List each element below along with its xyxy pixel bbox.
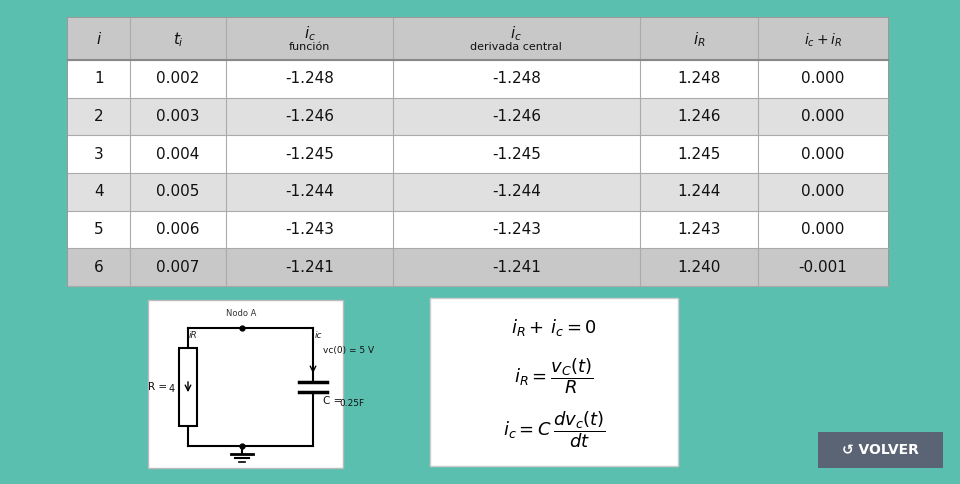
Text: 1.240: 1.240 [677, 260, 721, 274]
Text: 0.002: 0.002 [156, 71, 200, 86]
Text: ic: ic [315, 332, 323, 341]
Text: Nodo A: Nodo A [227, 308, 256, 318]
Text: 1.243: 1.243 [677, 222, 721, 237]
Text: $i_R + \, i_c = 0$: $i_R + \, i_c = 0$ [511, 318, 597, 338]
Text: $i_R$: $i_R$ [692, 30, 705, 49]
Text: 2: 2 [94, 109, 104, 124]
Text: -1.244: -1.244 [492, 184, 540, 199]
Bar [148, 300, 343, 468]
Bar [68, 98, 888, 136]
Text: 1.245: 1.245 [677, 147, 721, 162]
Text: 5: 5 [94, 222, 104, 237]
Text: $t_i$: $t_i$ [173, 30, 183, 49]
Text: $i_c + i_R$: $i_c + i_R$ [804, 31, 842, 49]
Text: 4: 4 [169, 384, 175, 394]
Text: -1.248: -1.248 [492, 71, 540, 86]
Text: 0.003: 0.003 [156, 109, 200, 124]
Text: 0.007: 0.007 [156, 260, 200, 274]
Text: 4: 4 [94, 184, 104, 199]
Text: 0.000: 0.000 [802, 71, 845, 86]
Text: 0.000: 0.000 [802, 109, 845, 124]
Text: derivada central: derivada central [470, 42, 563, 52]
Text: -1.243: -1.243 [285, 222, 334, 237]
Text: -1.246: -1.246 [492, 109, 540, 124]
Text: -1.241: -1.241 [492, 260, 540, 274]
Text: -1.241: -1.241 [285, 260, 334, 274]
Text: iR: iR [189, 332, 198, 341]
Text: $i_R = \dfrac{v_C(t)}{R}$: $i_R = \dfrac{v_C(t)}{R}$ [515, 356, 593, 396]
Text: 0.000: 0.000 [802, 184, 845, 199]
Text: 1.248: 1.248 [677, 71, 721, 86]
Text: -1.244: -1.244 [285, 184, 334, 199]
Text: $i_c$: $i_c$ [511, 25, 522, 44]
Text: -0.001: -0.001 [799, 260, 848, 274]
Bar [68, 211, 888, 248]
Text: -1.246: -1.246 [285, 109, 334, 124]
Bar [68, 136, 888, 173]
Text: R =: R = [149, 382, 168, 392]
Bar [430, 298, 678, 466]
Text: -1.245: -1.245 [492, 147, 540, 162]
Text: vc(0) = 5 V: vc(0) = 5 V [323, 346, 374, 354]
Text: 0.000: 0.000 [802, 222, 845, 237]
Text: ↺ VOLVER: ↺ VOLVER [842, 443, 919, 457]
Text: 1: 1 [94, 71, 104, 86]
Text: 3: 3 [94, 147, 104, 162]
Text: 1.244: 1.244 [677, 184, 721, 199]
Text: 6: 6 [94, 260, 104, 274]
Bar [68, 248, 888, 286]
Text: función: función [289, 42, 330, 52]
Text: $i_c$: $i_c$ [303, 25, 316, 44]
Bar [68, 173, 888, 211]
Bar [818, 432, 943, 468]
Text: 1.246: 1.246 [677, 109, 721, 124]
Bar [68, 18, 888, 286]
Text: $i_c = C \, \dfrac{dv_c(t)}{dt}$: $i_c = C \, \dfrac{dv_c(t)}{dt}$ [503, 409, 606, 450]
Bar [68, 60, 888, 98]
Text: -1.243: -1.243 [492, 222, 540, 237]
Text: 0.004: 0.004 [156, 147, 200, 162]
Text: C =: C = [323, 396, 343, 406]
Text: 0.25F: 0.25F [339, 398, 364, 408]
Text: -1.248: -1.248 [285, 71, 334, 86]
Text: i: i [97, 32, 101, 47]
Bar [68, 18, 888, 60]
Text: 0.000: 0.000 [802, 147, 845, 162]
Bar [179, 348, 197, 426]
Text: 0.005: 0.005 [156, 184, 200, 199]
Text: -1.245: -1.245 [285, 147, 334, 162]
Text: 0.006: 0.006 [156, 222, 200, 237]
